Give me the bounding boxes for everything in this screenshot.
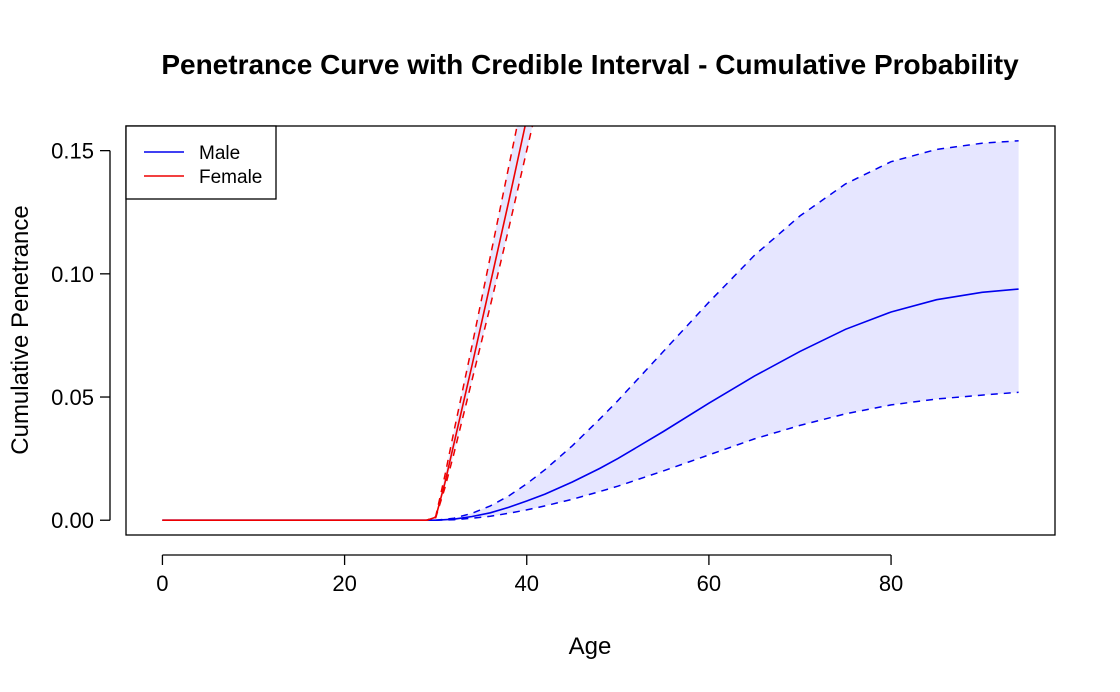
female-credible-band: [162, 126, 533, 521]
female-penetrance-line: [162, 126, 526, 522]
y-tick-label: 0.15: [51, 139, 94, 164]
x-axis-label: Age: [569, 633, 612, 660]
x-tick-label: 40: [515, 571, 539, 596]
x-tick-label: 80: [879, 571, 903, 596]
plot-frame: [125, 125, 1056, 536]
x-tick-label: 20: [332, 571, 356, 596]
legend: Male Female: [125, 125, 277, 200]
x-tick-label: 60: [697, 571, 721, 596]
y-axis-label: Cumulative Penetrance: [7, 205, 34, 454]
male-penetrance-line: [162, 288, 1019, 522]
legend-label-female: Female: [199, 167, 262, 188]
y-axis: 0.00 0.05 0.10 0.15: [51, 139, 111, 533]
x-axis: 0 20 40 60 80: [156, 554, 903, 596]
y-tick-label: 0.10: [51, 262, 94, 287]
y-tick-label: 0.00: [51, 508, 94, 533]
chart-title: Penetrance Curve with Credible Interval …: [161, 49, 1019, 80]
male-upper-bound-line: [162, 140, 1019, 521]
female-upper-bound-line: [162, 126, 518, 521]
male-credible-band: [162, 140, 1019, 521]
y-tick-label: 0.05: [51, 385, 94, 410]
plot-area: [162, 126, 1019, 522]
legend-label-male: Male: [199, 143, 240, 164]
x-tick-label: 0: [156, 571, 168, 596]
male-lower-bound-line: [162, 391, 1019, 521]
legend-box: [125, 125, 277, 200]
